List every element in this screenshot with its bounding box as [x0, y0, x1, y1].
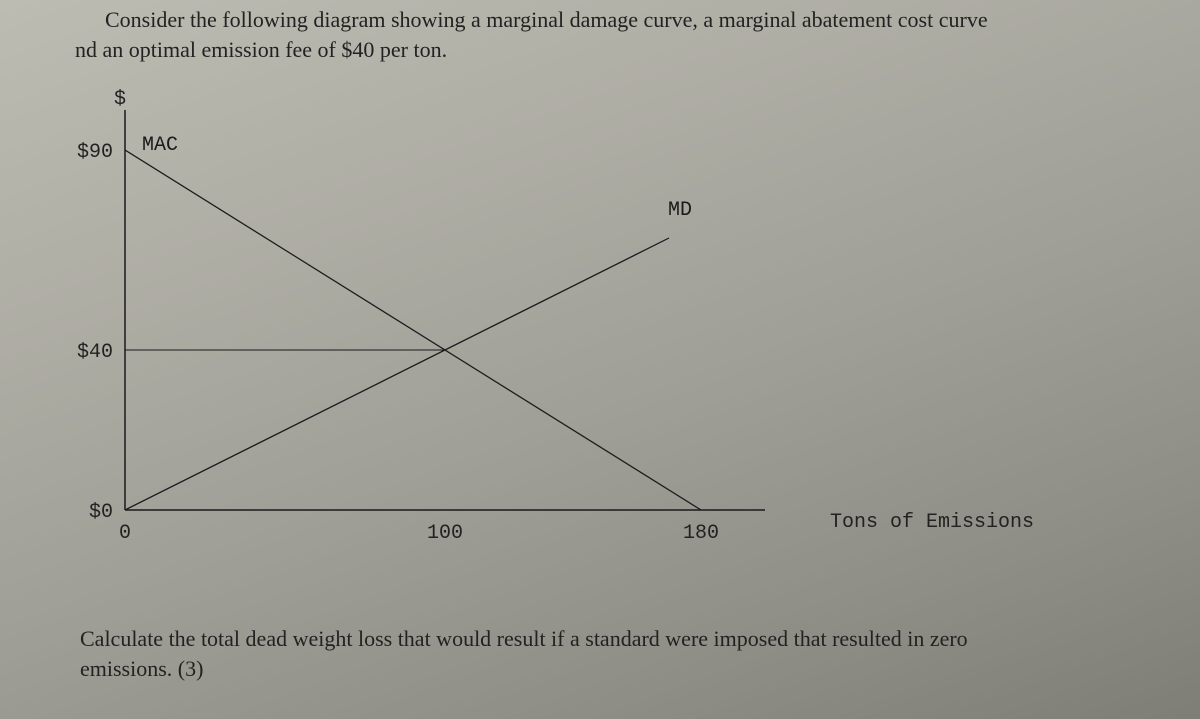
series-MD — [125, 238, 669, 510]
series-MAC — [125, 150, 701, 510]
y-tick-label: $90 — [77, 141, 113, 164]
question-line-2: emissions. (3) — [80, 656, 203, 682]
page: Consider the following diagram showing a… — [0, 0, 1200, 719]
y-tick-label: $40 — [77, 341, 113, 364]
x-axis-label: Tons of Emissions — [830, 511, 1034, 534]
x-tick-label: 180 — [683, 522, 719, 545]
x-tick-label: 100 — [427, 522, 463, 545]
series-label-MD: MD — [668, 199, 692, 222]
series-label-MAC: MAC — [142, 134, 178, 157]
econ-chart: $0 $40 $90 0 100 180 $ Tons of Emissions MAC MD — [0, 0, 1200, 719]
x-tick-label: 0 — [119, 522, 131, 545]
y-axis-label: $ — [114, 88, 126, 111]
question-line-1: Calculate the total dead weight loss tha… — [80, 626, 968, 652]
y-tick-label: $0 — [89, 501, 113, 524]
